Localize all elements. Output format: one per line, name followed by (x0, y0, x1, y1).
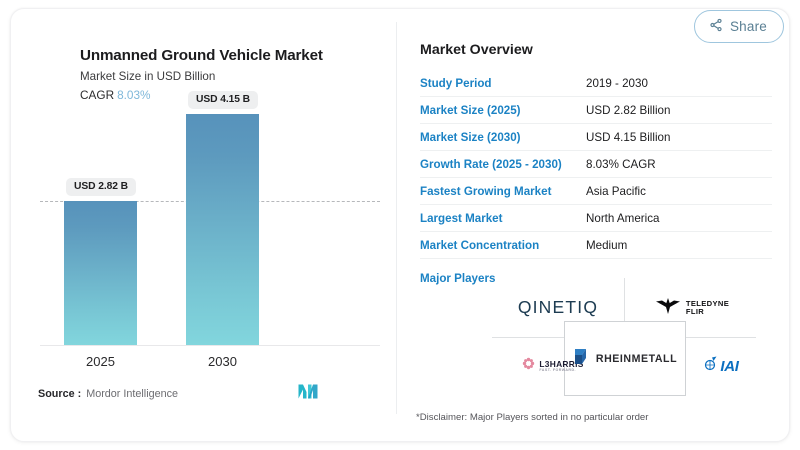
rheinmetall-flag-icon (573, 347, 590, 371)
share-icon (709, 18, 723, 35)
market-overview-panel: Market Overview Study Period 2019 - 2030… (420, 42, 772, 285)
l3harris-tagline: FAST. FORWARD. (539, 367, 576, 372)
qinetiq-wordmark: QINETIQ (517, 297, 599, 317)
player-logo-rheinmetall: RHEINMETALL (564, 321, 686, 396)
row-value: 8.03% CAGR (586, 157, 656, 171)
player-logo-qinetiq: QINETIQ (498, 280, 618, 335)
l3harris-flower-icon (522, 357, 535, 375)
teledyne-line2: FLIR (685, 306, 705, 316)
overview-title: Market Overview (420, 42, 533, 58)
iai-globe-icon (703, 356, 719, 377)
share-label: Share (729, 19, 767, 34)
bar-2030[interactable] (186, 114, 259, 346)
table-row: Largest Market North America (420, 205, 772, 232)
table-row: Market Size (2030) USD 4.15 Billion (420, 124, 772, 151)
share-button[interactable]: Share (693, 10, 784, 43)
major-players-logo-grid: QINETIQ TELEDYNE FLIR (492, 278, 756, 396)
row-key: Largest Market (420, 211, 503, 225)
player-logo-iai: IAI (688, 340, 754, 392)
disclaimer-text: *Disclaimer: Major Players sorted in no … (416, 412, 649, 423)
row-value: Medium (586, 238, 628, 252)
cagr-label: CAGR (80, 88, 115, 102)
chart-subtitle: Market Size in USD Billion (80, 70, 216, 83)
row-key: Market Concentration (420, 238, 540, 252)
row-key: Market Size (2030) (420, 130, 521, 144)
row-key: Growth Rate (2025 - 2030) (420, 157, 562, 171)
bar-value-label-2030: USD 4.15 B (188, 91, 258, 109)
x-axis-label-2030: 2030 (208, 354, 237, 369)
teledyne-line1: TELEDYNE (685, 298, 730, 308)
panel-divider (396, 22, 397, 414)
row-key: Fastest Growing Market (420, 184, 552, 198)
table-row: Market Concentration Medium (420, 232, 772, 259)
cagr-value: 8.03% (117, 88, 151, 102)
row-value: Asia Pacific (586, 184, 646, 198)
chart-cagr: CAGR 8.03% (80, 88, 151, 102)
source-label: Source : (38, 388, 82, 400)
bar-value-label-2025: USD 2.82 B (66, 178, 136, 196)
bar-chart-plot: USD 2.82 B USD 4.15 B (22, 91, 390, 346)
l3harris-wordmark: L3HARRIS FAST. FORWARD. (539, 358, 584, 373)
row-key: Market Size (2025) (420, 103, 521, 117)
chart-baseline (40, 345, 380, 346)
row-value: North America (586, 211, 660, 225)
table-row: Market Size (2025) USD 2.82 Billion (420, 97, 772, 124)
row-value: USD 2.82 Billion (586, 103, 671, 117)
chart-title: Unmanned Ground Vehicle Market (80, 47, 323, 64)
table-row: Growth Rate (2025 - 2030) 8.03% CAGR (420, 151, 772, 178)
player-logo-teledyne-flir: TELEDYNE FLIR (632, 280, 752, 335)
teledyne-wordmark: TELEDYNE FLIR (685, 298, 730, 316)
mordor-intelligence-logo (298, 384, 320, 404)
row-value: USD 4.15 Billion (586, 130, 671, 144)
player-logo-l3harris: L3HARRIS FAST. FORWARD. (494, 340, 612, 392)
major-players-label: Major Players (420, 272, 496, 285)
chart-panel: Unmanned Ground Vehicle Market Market Si… (22, 22, 390, 414)
rheinmetall-wordmark: RHEINMETALL (595, 352, 678, 365)
bar-2025[interactable] (64, 201, 137, 346)
source-row: Source : Mordor Intelligence (38, 384, 378, 404)
table-row: Study Period 2019 - 2030 (420, 70, 772, 97)
x-axis-label-2025: 2025 (86, 354, 115, 369)
table-row: Fastest Growing Market Asia Pacific (420, 178, 772, 205)
row-value: 2019 - 2030 (586, 76, 648, 90)
teledyne-bird-icon (655, 297, 681, 319)
source-name: Mordor Intelligence (86, 388, 179, 400)
iai-wordmark: IAI (720, 357, 739, 375)
row-key: Study Period (420, 76, 492, 90)
l3harris-name: L3HARRIS (539, 358, 584, 369)
